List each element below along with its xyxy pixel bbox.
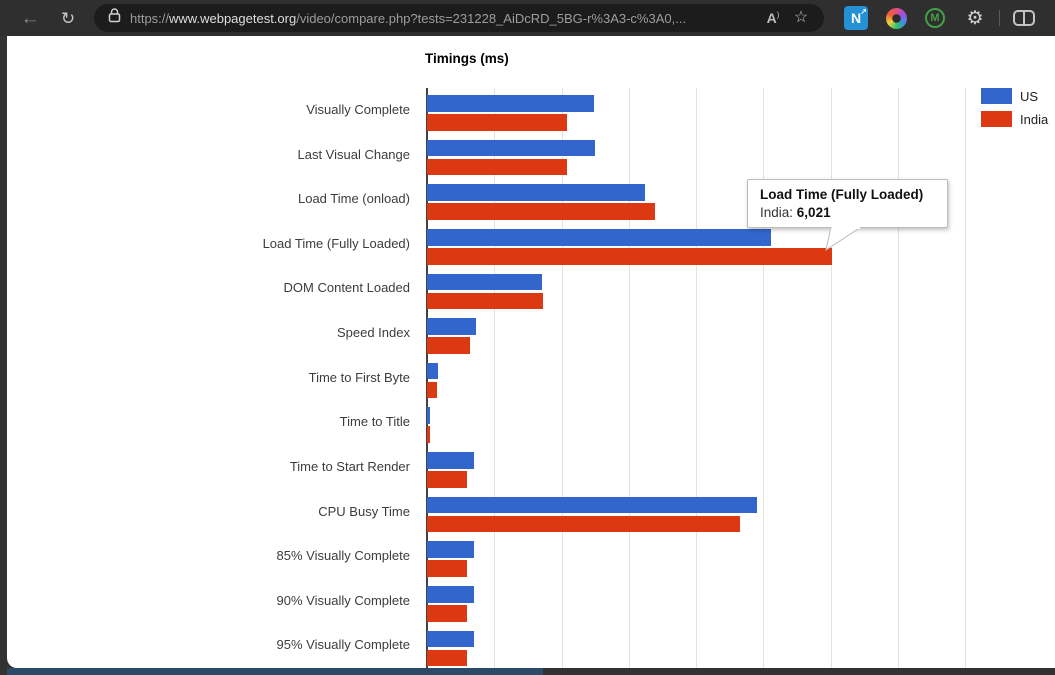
bar-us[interactable]	[427, 229, 771, 246]
tooltip-value: 6,021	[796, 205, 831, 220]
category-label: Last Visual Change	[297, 146, 410, 162]
tooltip-value-line: India: 6,021	[760, 205, 831, 220]
bar-us[interactable]	[427, 273, 542, 291]
read-aloud-icon[interactable]: A)	[766, 10, 780, 26]
gridline	[965, 88, 966, 668]
gridline	[628, 88, 630, 668]
category-label: Load Time (onload)	[297, 191, 410, 207]
gridline	[897, 88, 899, 668]
category-label: Load Time (Fully Loaded)	[262, 235, 410, 251]
legend-swatch-us	[981, 88, 1012, 104]
url-domain: www.webpagetest.org	[169, 10, 297, 26]
category-label: Visually Complete	[306, 102, 410, 117]
gridline	[830, 88, 832, 668]
chart-tooltip: Load Time (Fully Loaded) India: 6,021	[747, 179, 948, 228]
category-label: 90% Visually Complete	[276, 592, 410, 608]
bar-india[interactable]	[427, 649, 467, 667]
category-label: Time to Title	[339, 414, 410, 430]
category-label: Time to First Byte	[308, 369, 410, 385]
bar-us[interactable]	[427, 585, 474, 603]
legend-item-us: US	[981, 88, 1048, 104]
category-label: Speed Index	[336, 325, 410, 341]
page-footer-strip	[7, 668, 543, 675]
favorite-star-icon[interactable]: ☆	[793, 9, 809, 26]
extension-m-icon[interactable]: M	[925, 8, 945, 28]
lock-icon[interactable]	[108, 8, 121, 28]
bar-india[interactable]	[427, 114, 568, 131]
gridline	[763, 88, 765, 668]
bar-us[interactable]	[427, 184, 645, 202]
category-label: 95% Visually Complete	[276, 637, 410, 653]
extension-colorful-icon[interactable]	[886, 7, 907, 29]
category-label: CPU Busy Time	[318, 503, 410, 519]
toolbar-divider	[999, 10, 1000, 26]
bar-us[interactable]	[427, 362, 439, 380]
bar-india[interactable]	[427, 515, 740, 533]
bar-us[interactable]	[427, 496, 757, 514]
url-path: /video/compare.php?tests=231228_AiDcRD_5…	[296, 10, 687, 26]
legend-swatch-india	[981, 111, 1012, 127]
bar-us[interactable]	[427, 541, 474, 558]
split-screen-icon[interactable]	[1013, 10, 1035, 26]
bar-us[interactable]	[427, 407, 430, 425]
extension-n-icon[interactable]: N ↗	[844, 6, 868, 30]
bar-india[interactable]	[427, 247, 832, 265]
bar-india[interactable]	[427, 471, 468, 488]
category-label: Time to Start Render	[289, 458, 410, 474]
gear-icon[interactable]: ⚙	[966, 7, 984, 29]
bar-us[interactable]	[427, 630, 474, 648]
tooltip-title: Load Time (Fully Loaded)	[760, 187, 924, 202]
address-bar[interactable]: https://www.webpagetest.org/video/compar…	[94, 4, 824, 32]
category-label: DOM Content Loaded	[283, 280, 410, 296]
bar-us[interactable]	[427, 318, 477, 335]
bar-india[interactable]	[427, 560, 467, 577]
legend-item-india: India	[981, 111, 1048, 127]
bar-us[interactable]	[427, 95, 594, 112]
back-icon[interactable]: ←	[20, 7, 40, 29]
gridline	[494, 88, 496, 668]
url-scheme: https://	[130, 10, 170, 26]
bar-india[interactable]	[427, 158, 568, 176]
bar-india[interactable]	[427, 203, 655, 220]
bar-us[interactable]	[427, 452, 474, 469]
bar-india[interactable]	[427, 381, 437, 399]
bar-india[interactable]	[427, 604, 468, 622]
gridline	[561, 88, 563, 668]
browser-toolbar: ← ↻ https://www.webpagetest.org/video/co…	[0, 0, 1055, 36]
bar-india[interactable]	[427, 337, 470, 354]
bar-india[interactable]	[427, 292, 543, 310]
refresh-icon[interactable]: ↻	[60, 8, 76, 28]
bar-india[interactable]	[427, 426, 430, 444]
legend-label-us: US	[1020, 88, 1039, 104]
legend-label-india: India	[1020, 111, 1049, 127]
bar-us[interactable]	[427, 139, 595, 157]
chart-legend: US India	[981, 88, 1048, 134]
extension-n-arrow: ↗	[860, 7, 867, 16]
page-content: Timings (ms) Visually Complete Last Visua…	[7, 36, 1055, 668]
tooltip-pointer	[825, 227, 862, 252]
category-label: 85% Visually Complete	[276, 548, 410, 564]
url-text[interactable]: https://www.webpagetest.org/video/compar…	[130, 11, 760, 26]
chart-title: Timings (ms)	[425, 51, 509, 66]
gridline	[696, 88, 697, 668]
